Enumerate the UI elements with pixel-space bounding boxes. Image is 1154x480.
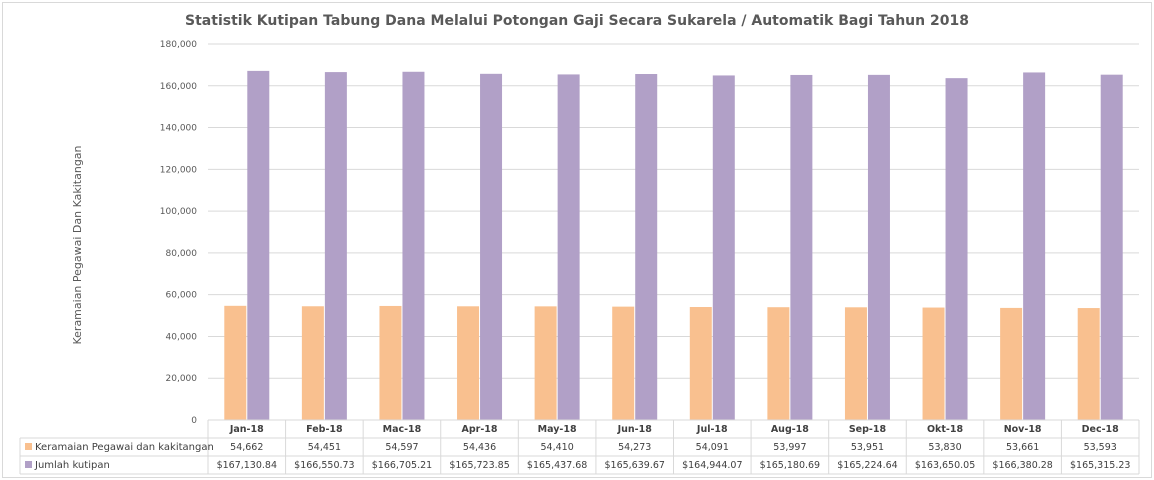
y-tick-label: 120,000 xyxy=(160,165,197,175)
bar xyxy=(247,70,270,420)
x-tick-label: Dec-18 xyxy=(1082,424,1120,435)
bar xyxy=(635,73,658,420)
bar xyxy=(224,305,247,420)
x-tick-label: May-18 xyxy=(538,424,577,435)
x-tick-label: Aug-18 xyxy=(771,424,809,435)
data-label: 54,597 xyxy=(385,442,418,453)
x-tick-label: Jul-18 xyxy=(696,424,728,435)
bar xyxy=(689,307,712,420)
data-label: $165,639.67 xyxy=(604,460,664,471)
data-label: $165,437.68 xyxy=(527,460,587,471)
bar xyxy=(790,74,813,420)
data-label: $165,723.85 xyxy=(449,460,509,471)
bar xyxy=(1100,74,1123,420)
data-label: 54,091 xyxy=(696,442,729,453)
y-tick-label: 60,000 xyxy=(166,291,198,301)
data-table: Jan-18 Feb-18 Mac-18 Apr-18 May-18 Jun-18 Jul-… xyxy=(19,419,1140,475)
chart-title: Statistik Kutipan Tabung Dana Melalui Po… xyxy=(185,13,969,29)
bar xyxy=(945,78,968,420)
y-tick-label: 140,000 xyxy=(160,124,197,134)
legend-swatch xyxy=(25,461,32,468)
y-axis-label: Keramaian Pegawai Dan Kakitangan xyxy=(71,145,84,344)
y-tick-label: 180,000 xyxy=(160,40,197,50)
bar xyxy=(324,72,347,421)
data-label: $165,180.69 xyxy=(760,460,820,471)
bar xyxy=(867,74,890,421)
bar xyxy=(557,74,580,420)
bar xyxy=(1000,307,1023,420)
bars xyxy=(224,70,1123,421)
data-label: $166,380.28 xyxy=(992,460,1052,471)
y-tick-label: 20,000 xyxy=(166,374,198,384)
x-tick-label: Jun-18 xyxy=(617,424,653,435)
bar xyxy=(612,306,635,420)
data-label: 54,662 xyxy=(230,442,263,453)
y-tick-label: 0 xyxy=(191,416,197,426)
legend-label: Jumlah kutipan xyxy=(34,460,110,471)
data-label: 53,661 xyxy=(1006,442,1039,453)
data-label: 53,997 xyxy=(773,442,806,453)
data-label: $165,315.23 xyxy=(1070,460,1130,471)
data-label: 53,830 xyxy=(928,442,961,453)
y-tick-label: 100,000 xyxy=(160,207,197,217)
legend-swatch xyxy=(25,443,32,450)
x-tick-label: Mac-18 xyxy=(383,424,422,435)
bar xyxy=(1077,308,1100,420)
data-label: 53,593 xyxy=(1084,442,1117,453)
bar xyxy=(767,307,790,420)
bar xyxy=(1023,72,1046,421)
data-label: 54,273 xyxy=(618,442,651,453)
bar xyxy=(402,71,425,421)
data-label: $166,550.73 xyxy=(294,460,354,471)
bar xyxy=(844,307,867,420)
data-label: $163,650.05 xyxy=(915,460,975,471)
bar xyxy=(457,306,480,420)
legend-label: Keramaian Pegawai dan kakitangan xyxy=(35,442,214,453)
x-tick-label: Sep-18 xyxy=(849,424,887,435)
data-label: 54,410 xyxy=(541,442,574,453)
bar xyxy=(480,73,503,420)
data-label: $167,130.84 xyxy=(217,460,277,471)
bar xyxy=(379,305,402,420)
bar xyxy=(534,306,557,420)
data-label: 54,451 xyxy=(308,442,341,453)
x-tick-label: Feb-18 xyxy=(306,424,343,435)
x-tick-label: Jan-18 xyxy=(229,424,264,435)
data-label: $164,944.07 xyxy=(682,460,742,471)
data-label: 54,436 xyxy=(463,442,496,453)
data-label: $165,224.64 xyxy=(837,460,897,471)
bar xyxy=(712,75,735,420)
y-tick-label: 40,000 xyxy=(166,332,198,342)
x-tick-label: Apr-18 xyxy=(462,424,498,435)
data-label: $166,705.21 xyxy=(372,460,432,471)
bar xyxy=(301,306,324,420)
grid xyxy=(208,43,1139,421)
x-tick-label: Nov-18 xyxy=(1004,424,1042,435)
bar xyxy=(922,307,945,420)
x-tick-label: Okt-18 xyxy=(927,424,963,435)
y-tick-label: 80,000 xyxy=(166,249,198,259)
y-tick-label: 160,000 xyxy=(160,82,197,92)
y-axis-ticks: 0 20,000 40,000 60,000 80,000 100,000 120,000 1… xyxy=(160,40,197,426)
data-label: 53,951 xyxy=(851,442,884,453)
